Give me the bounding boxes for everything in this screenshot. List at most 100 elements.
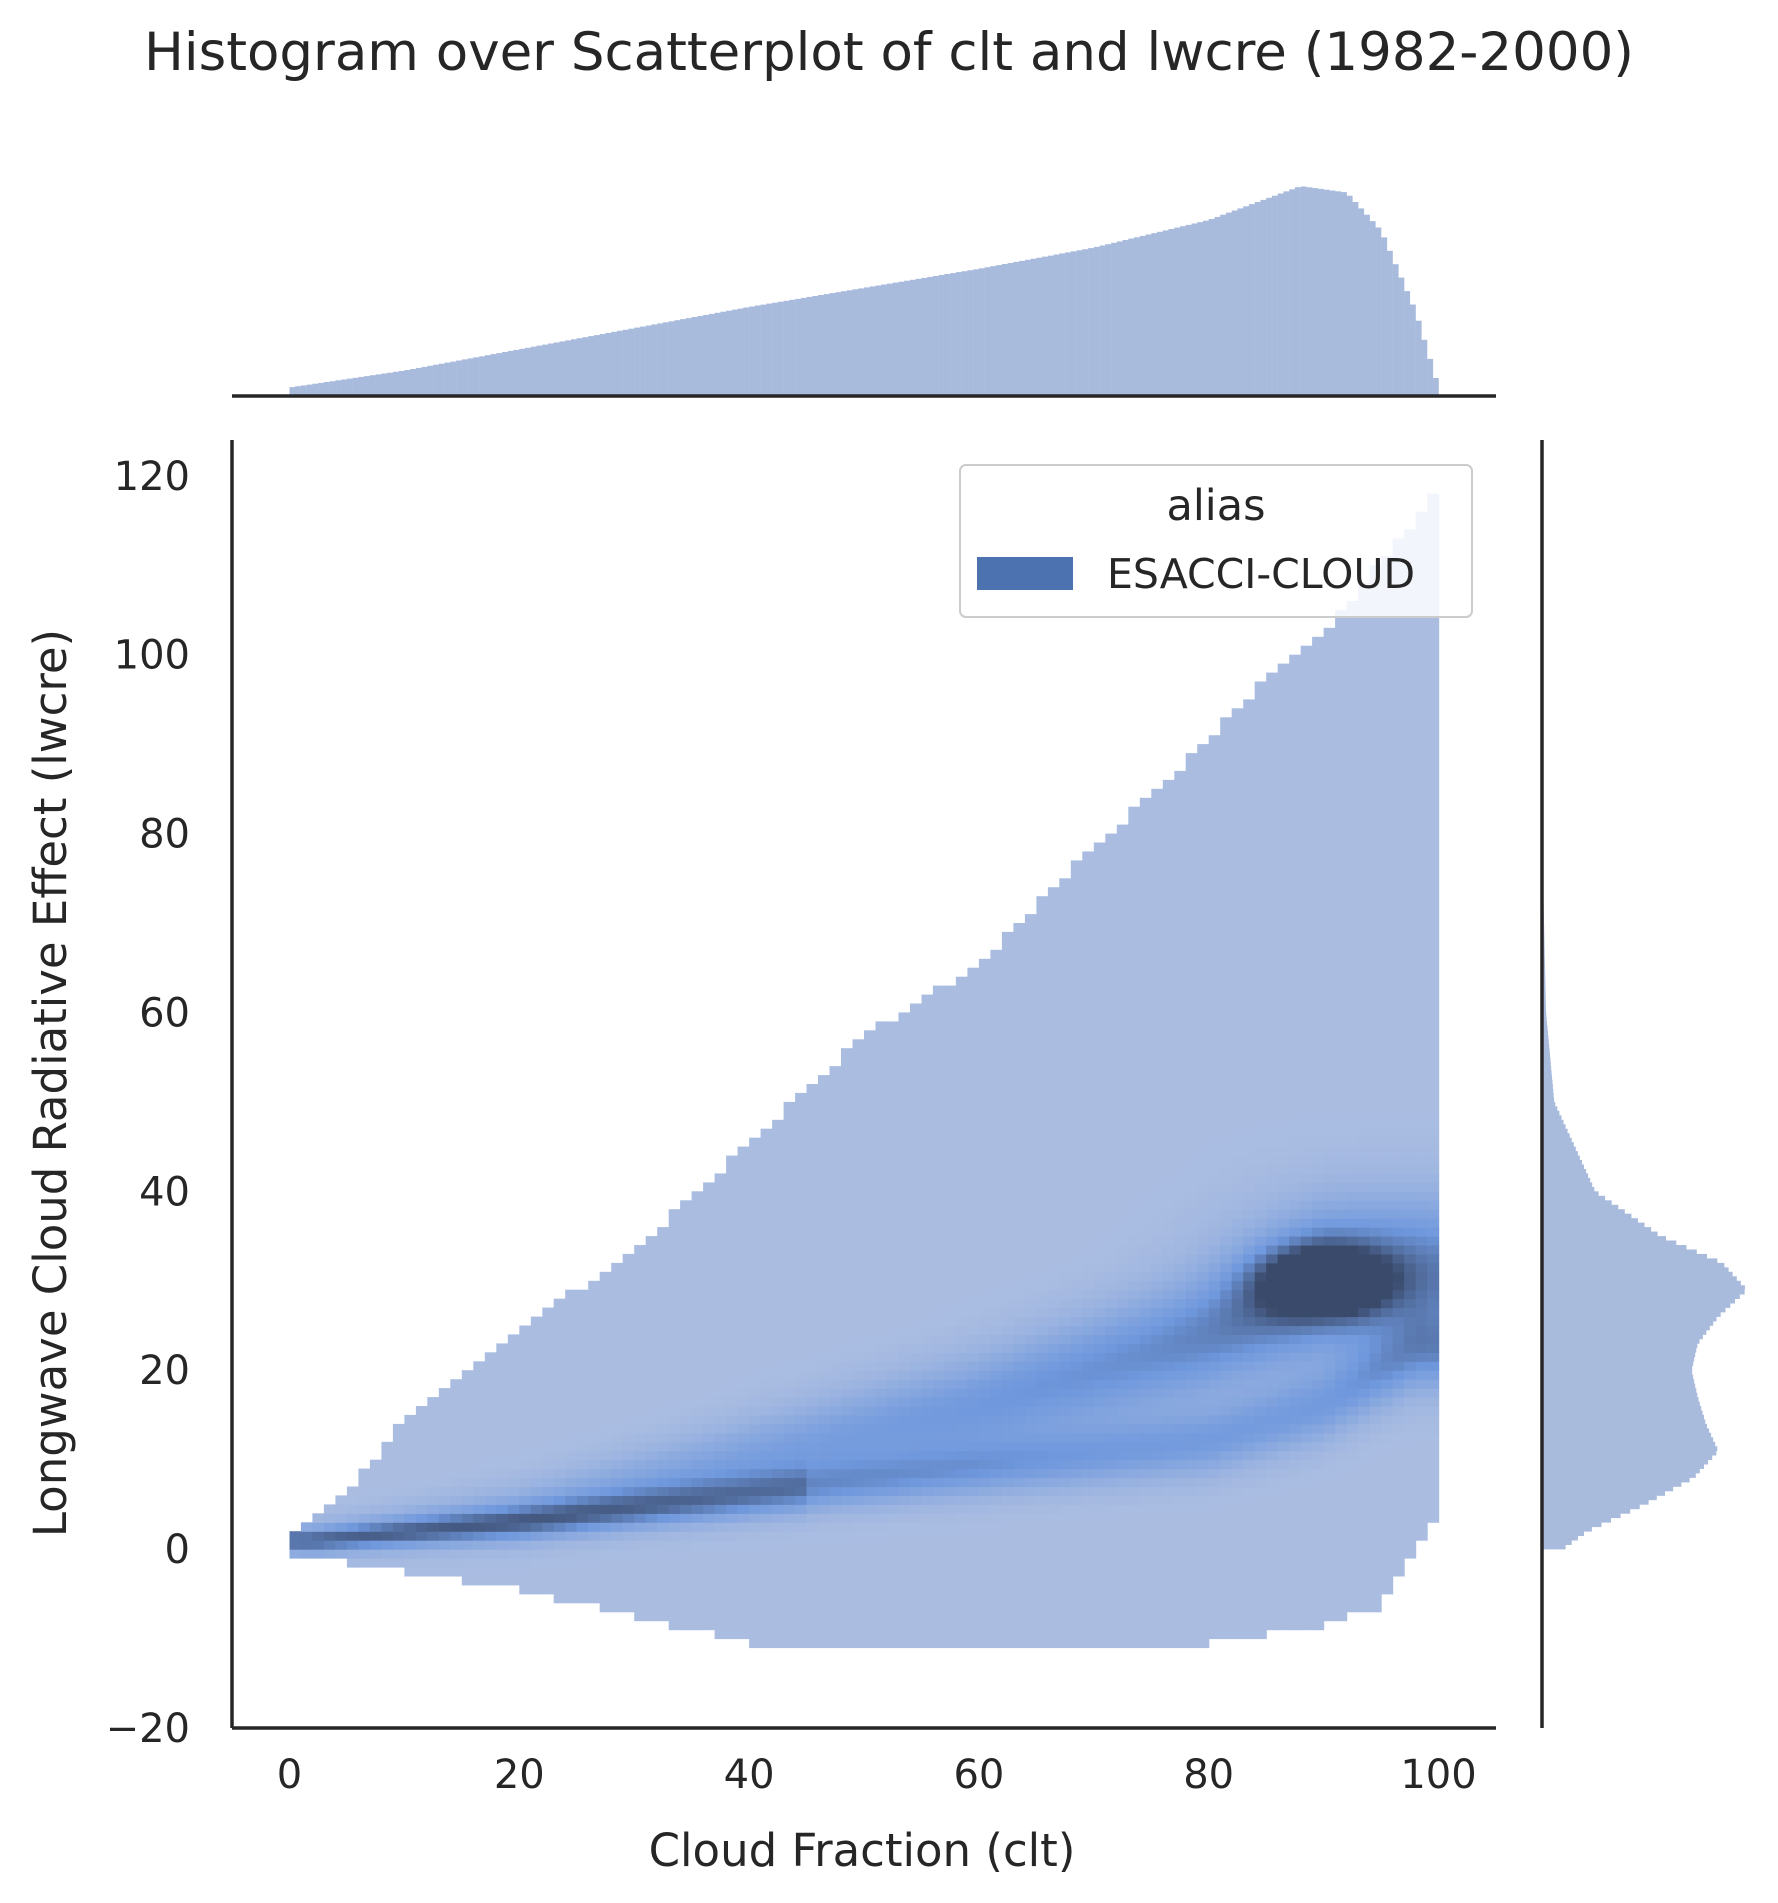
- heatmap-cell: [715, 1254, 727, 1264]
- heatmap-cell: [830, 1308, 842, 1318]
- heatmap-cell: [933, 1227, 945, 1237]
- heatmap-cell: [1025, 1111, 1037, 1121]
- heatmap-cell: [1220, 1048, 1232, 1058]
- top-marginal-bar: [738, 309, 744, 396]
- top-marginal-bar: [904, 281, 910, 396]
- heatmap-cell: [1186, 1147, 1198, 1157]
- heatmap-cell: [841, 1388, 853, 1398]
- heatmap-cell: [1151, 1585, 1163, 1595]
- top-marginal-bar: [1387, 251, 1393, 396]
- heatmap-cell: [646, 1460, 658, 1470]
- heatmap-cell: [1025, 914, 1037, 924]
- heatmap-cell: [1151, 1522, 1163, 1532]
- heatmap-cell: [1220, 1343, 1232, 1353]
- heatmap-cell: [967, 1048, 979, 1058]
- heatmap-cell: [680, 1549, 692, 1559]
- heatmap-cell: [1163, 851, 1175, 861]
- heatmap-cell: [1094, 1388, 1106, 1398]
- heatmap-cell: [1174, 834, 1186, 844]
- heatmap-cell: [933, 1603, 945, 1613]
- heatmap-cell: [1220, 1299, 1232, 1309]
- heatmap-cell: [1151, 1030, 1163, 1040]
- heatmap-cell: [508, 1343, 520, 1353]
- heatmap-cell: [600, 1531, 612, 1541]
- heatmap-cell: [1151, 887, 1163, 897]
- heatmap-cell: [508, 1442, 520, 1452]
- heatmap-cell: [508, 1388, 520, 1398]
- heatmap-cell: [393, 1495, 405, 1505]
- heatmap-cell: [1174, 977, 1186, 987]
- heatmap-cell: [910, 1469, 922, 1479]
- heatmap-cell: [899, 1254, 911, 1264]
- heatmap-cell: [956, 1397, 968, 1407]
- right-marginal-bar: [1542, 1384, 1695, 1389]
- heatmap-cell: [1220, 1191, 1232, 1201]
- heatmap-cell: [1128, 1281, 1140, 1291]
- heatmap-cell: [1174, 1540, 1186, 1550]
- heatmap-cell: [887, 1603, 899, 1613]
- heatmap-cell: [1048, 1012, 1060, 1022]
- heatmap-cell: [1220, 1236, 1232, 1246]
- heatmap-cell: [1059, 1165, 1071, 1175]
- heatmap-cell: [692, 1290, 704, 1300]
- heatmap-cell: [944, 1343, 956, 1353]
- top-marginal-bar: [795, 299, 801, 396]
- heatmap-cell: [404, 1504, 416, 1514]
- heatmap-cell: [1094, 1594, 1106, 1604]
- heatmap-cell: [358, 1495, 370, 1505]
- heatmap-cell: [554, 1558, 566, 1568]
- heatmap-cell: [784, 1138, 796, 1148]
- heatmap-cell: [1174, 1621, 1186, 1631]
- heatmap-cell: [922, 1326, 934, 1336]
- heatmap-cell: [427, 1424, 439, 1434]
- heatmap-cell: [485, 1424, 497, 1434]
- heatmap-cell: [554, 1343, 566, 1353]
- heatmap-cell: [1048, 1102, 1060, 1112]
- right-marginal-bar: [1542, 1321, 1713, 1326]
- heatmap-cell: [600, 1317, 612, 1327]
- heatmap-cell: [1140, 1138, 1152, 1148]
- heatmap-cell: [1117, 1513, 1129, 1523]
- heatmap-cell: [692, 1245, 704, 1255]
- heatmap-cell: [634, 1245, 646, 1255]
- heatmap-cell: [749, 1227, 761, 1237]
- heatmap-cell: [554, 1415, 566, 1425]
- heatmap-cell: [646, 1451, 658, 1461]
- heatmap-cell: [944, 1165, 956, 1175]
- heatmap-cell: [841, 1138, 853, 1148]
- heatmap-cell: [1163, 1200, 1175, 1210]
- heatmap-cell: [554, 1585, 566, 1595]
- heatmap-cell: [1140, 1299, 1152, 1309]
- heatmap-cell: [715, 1388, 727, 1398]
- heatmap-cell: [1059, 1442, 1071, 1452]
- heatmap-cell: [669, 1522, 681, 1532]
- heatmap-cell: [485, 1370, 497, 1380]
- heatmap-cell: [830, 1254, 842, 1264]
- heatmap-cell: [703, 1281, 715, 1291]
- heatmap-cell: [853, 1084, 865, 1094]
- heatmap-cell: [1059, 1021, 1071, 1031]
- heatmap-cell: [990, 1433, 1002, 1443]
- heatmap-cell: [864, 1379, 876, 1389]
- heatmap-cell: [588, 1433, 600, 1443]
- heatmap-cell: [1013, 1066, 1025, 1076]
- top-marginal-bar: [864, 287, 870, 396]
- heatmap-cell: [1186, 1218, 1198, 1228]
- heatmap-cell: [726, 1513, 738, 1523]
- heatmap-cell: [519, 1370, 531, 1380]
- heatmap-cell: [841, 1567, 853, 1577]
- heatmap-cell: [1036, 1469, 1048, 1479]
- heatmap-cell: [899, 1200, 911, 1210]
- top-marginal-bar: [1088, 248, 1094, 396]
- heatmap-cell: [531, 1361, 543, 1371]
- heatmap-cell: [381, 1469, 393, 1479]
- heatmap-cell: [1002, 1004, 1014, 1014]
- heatmap-cell: [726, 1531, 738, 1541]
- heatmap-cell: [967, 1281, 979, 1291]
- heatmap-cell: [899, 1504, 911, 1514]
- heatmap-cell: [887, 1370, 899, 1380]
- heatmap-cell: [1105, 1460, 1117, 1470]
- heatmap-cell: [1013, 1576, 1025, 1586]
- heatmap-cell: [1059, 1594, 1071, 1604]
- heatmap-cell: [1174, 1513, 1186, 1523]
